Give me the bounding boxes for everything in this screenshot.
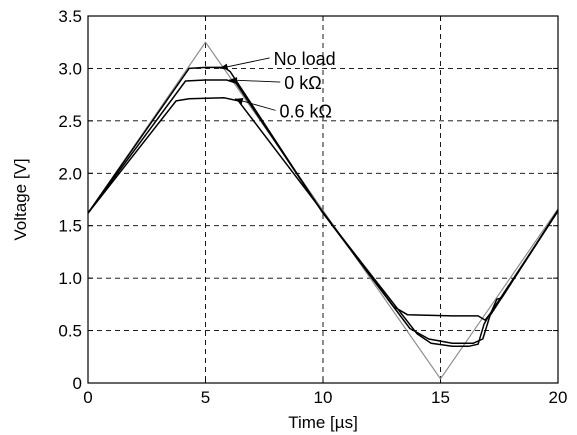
x-axis-label: Time [µs] [288, 413, 358, 432]
y-tick-label: 1.5 [58, 217, 82, 236]
x-tick-label: 15 [431, 388, 450, 407]
y-axis-label: Voltage [V] [11, 158, 30, 240]
annotations: No load 0 kΩ 0.6 kΩ [219, 49, 336, 121]
x-tick-label: 10 [314, 388, 333, 407]
x-tick-label: 5 [201, 388, 210, 407]
y-tick-label: 0.5 [58, 322, 82, 341]
annotation-arrowhead [229, 77, 238, 84]
grid-lines [88, 16, 558, 383]
axis-ticks: 0 5 10 15 20 0 0.5 1.0 1.5 2.0 2.5 3.0 3.5 [58, 7, 567, 407]
y-tick-label: 1.0 [58, 269, 82, 288]
series-line-2 [87, 79, 559, 344]
annotation-arrowhead [219, 63, 229, 70]
annotation-arrow [219, 57, 270, 69]
y-tick-label: 2.0 [58, 164, 82, 183]
x-tick-label: 20 [549, 388, 568, 407]
annotation-label: 0.6 kΩ [280, 101, 332, 121]
series-line-0 [87, 41, 559, 380]
y-tick-label: 3.0 [58, 59, 82, 78]
y-tick-label: 3.5 [58, 7, 82, 26]
annotation-arrow [228, 79, 281, 83]
series-line-3 [87, 97, 559, 321]
plot-frame [87, 15, 559, 384]
annotation-label: 0 kΩ [284, 73, 321, 93]
annotation-label: No load [274, 49, 336, 69]
x-tick-label: 0 [83, 388, 92, 407]
data-series [87, 41, 559, 380]
y-tick-label: 2.5 [58, 112, 82, 131]
annotation-arrowhead [234, 97, 244, 105]
y-tick-label: 0 [73, 374, 82, 393]
series-line-1 [87, 66, 559, 348]
